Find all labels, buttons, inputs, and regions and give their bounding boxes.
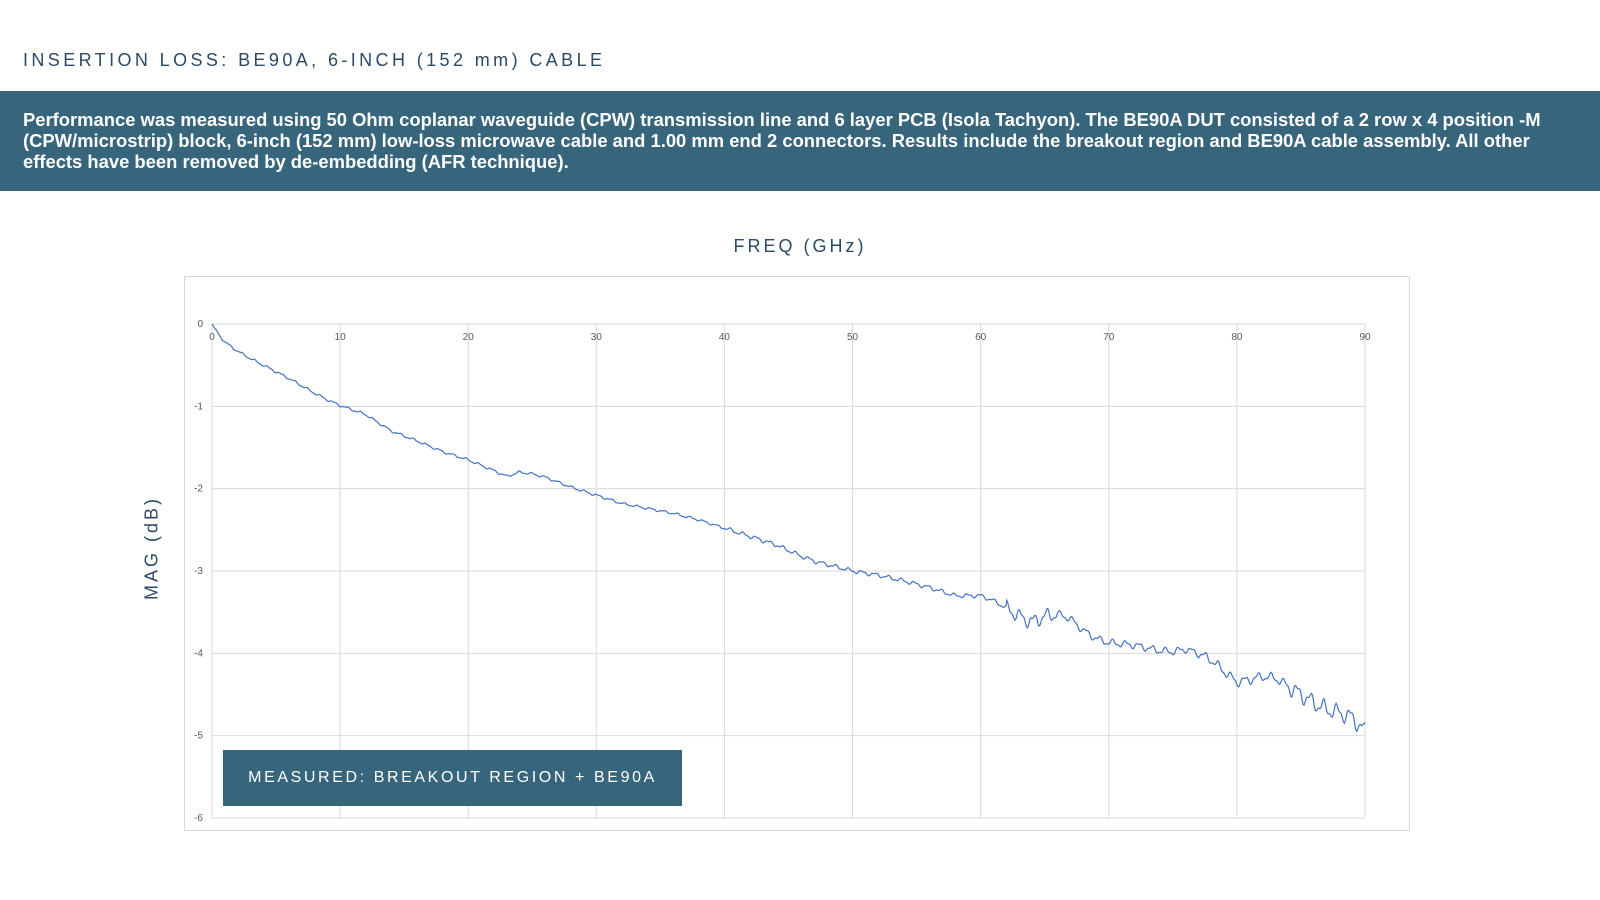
series-line: [211, 323, 1366, 733]
x-tick-label: 0: [209, 332, 215, 343]
y-axis-title: MAG (dB): [141, 495, 162, 601]
x-tick-label: 20: [463, 332, 475, 343]
page-title: INSERTION LOSS: BE90A, 6-INCH (152 mm) C…: [23, 50, 606, 70]
description-band: Performance was measured using 50 Ohm co…: [0, 91, 1600, 191]
x-tick-label: 90: [1359, 332, 1371, 343]
y-tick-label: 0: [197, 319, 203, 330]
x-tick-label: 30: [591, 332, 603, 343]
y-tick-label: -3: [194, 566, 203, 577]
y-tick-label: -4: [194, 648, 203, 659]
x-tick-label: 80: [1231, 332, 1243, 343]
y-tick-label: -2: [194, 484, 203, 495]
chart-area: 0 10 20 30 40 50 60 70 80 90 0 -1 -2 -3 -4 -5 -6: [184, 276, 1410, 831]
y-tick-label: -6: [194, 813, 203, 824]
x-tick-label: 10: [335, 332, 347, 343]
y-tick-label: -1: [194, 401, 203, 412]
x-tick-label: 40: [719, 332, 731, 343]
legend: MEASURED: BREAKOUT REGION + BE90A: [223, 750, 682, 806]
y-tick-label: -5: [194, 731, 203, 742]
x-tick-label: 60: [975, 332, 987, 343]
description-text: Performance was measured using 50 Ohm co…: [23, 109, 1541, 172]
legend-label: MEASURED: BREAKOUT REGION + BE90A: [248, 769, 657, 786]
x-axis-title: FREQ (GHz): [733, 236, 867, 256]
chart-svg: 0 10 20 30 40 50 60 70 80 90 0 -1 -2 -3 -4 -5 -6: [194, 319, 1371, 824]
x-tick-label: 70: [1103, 332, 1115, 343]
x-tick-label: 50: [847, 332, 859, 343]
